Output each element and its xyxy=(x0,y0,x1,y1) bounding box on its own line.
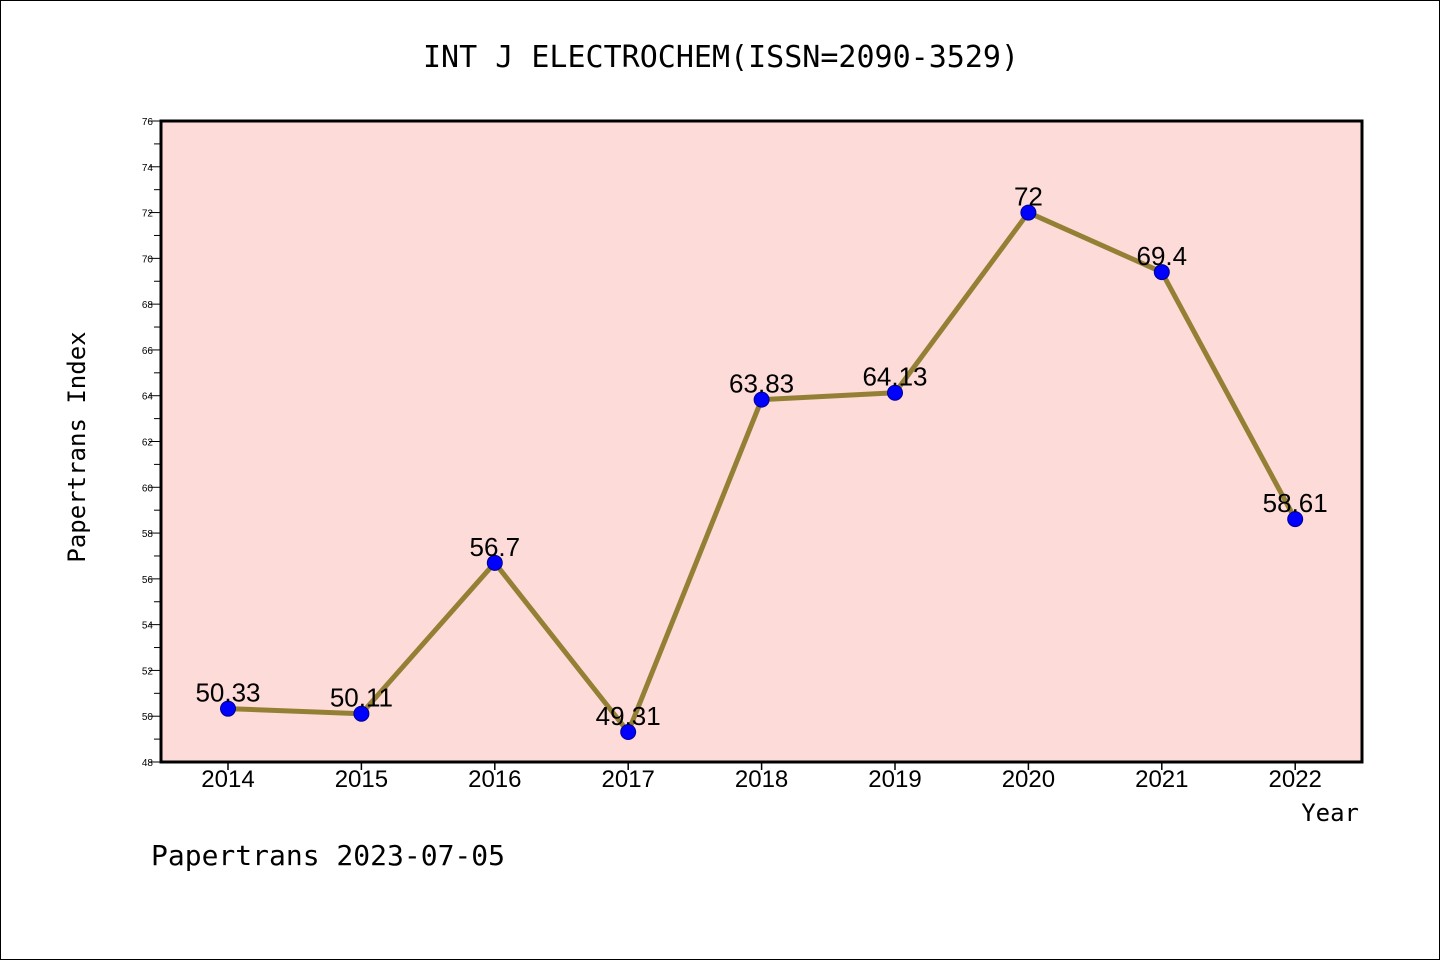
y-tick-label: 76 xyxy=(142,117,154,128)
footer-text: Papertrans 2023-07-05 xyxy=(151,839,505,872)
data-label: 72 xyxy=(1014,182,1043,212)
data-label: 64.13 xyxy=(862,362,927,392)
data-point xyxy=(220,700,236,717)
x-tick-label: 2015 xyxy=(335,766,388,793)
x-axis: 2014 2015 2016 2017 2018 2019 2020 2021 2022 xyxy=(201,762,1322,793)
data-label: 56.7 xyxy=(469,532,520,562)
data-point xyxy=(887,384,903,401)
y-tick-label: 66 xyxy=(142,346,154,357)
y-tick-label: 62 xyxy=(142,438,154,449)
x-tick-label: 2020 xyxy=(1002,766,1055,793)
data-point xyxy=(620,724,637,741)
data-point xyxy=(1153,264,1170,281)
x-tick-label: 2016 xyxy=(468,766,521,793)
y-tick-label: 48 xyxy=(142,758,154,769)
data-point xyxy=(753,391,770,408)
y-axis-title: Papertrans Index xyxy=(63,331,91,562)
x-tick-label: 2018 xyxy=(735,766,788,793)
data-point xyxy=(353,705,370,722)
x-tick-label: 2017 xyxy=(602,766,655,793)
y-tick-label: 64 xyxy=(142,392,154,403)
y-tick-label: 52 xyxy=(142,666,154,677)
data-label: 69.4 xyxy=(1136,241,1187,271)
data-label: 58.61 xyxy=(1263,488,1328,518)
x-tick-label: 2021 xyxy=(1135,766,1188,793)
y-tick-label: 60 xyxy=(142,483,154,494)
y-tick-label: 70 xyxy=(142,254,154,265)
data-label: 49.31 xyxy=(596,701,661,731)
y-tick-label: 72 xyxy=(142,209,154,220)
x-tick-label: 2014 xyxy=(201,766,254,793)
x-axis-title: Year xyxy=(1301,799,1359,827)
y-tick-label: 58 xyxy=(142,529,154,540)
data-label: 63.83 xyxy=(729,369,794,399)
x-tick-label: 2019 xyxy=(868,766,921,793)
data-point xyxy=(1020,204,1037,221)
data-labels-group: 50.33 50.11 56.7 49.31 63.83 64.13 72 69.4 58.61 xyxy=(195,182,1327,731)
y-axis: 48 50 52 54 56 58 60 62 64 66 68 70 72 74 76 xyxy=(142,117,161,769)
x-tick-label: 2022 xyxy=(1269,766,1322,793)
y-tick-label: 74 xyxy=(142,163,154,174)
plot-area xyxy=(159,119,1364,764)
data-label: 50.33 xyxy=(195,678,260,708)
y-tick-label: 54 xyxy=(142,621,154,632)
y-tick-label: 56 xyxy=(142,575,154,586)
series-line-group xyxy=(220,204,1304,741)
y-tick-label: 68 xyxy=(142,300,154,311)
data-label: 50.11 xyxy=(330,683,393,713)
chart-title: INT J ELECTROCHEM(ISSN=2090-3529) xyxy=(423,40,1019,75)
y-tick-label: 50 xyxy=(142,712,154,723)
data-point xyxy=(1287,511,1304,528)
data-point xyxy=(486,554,503,571)
